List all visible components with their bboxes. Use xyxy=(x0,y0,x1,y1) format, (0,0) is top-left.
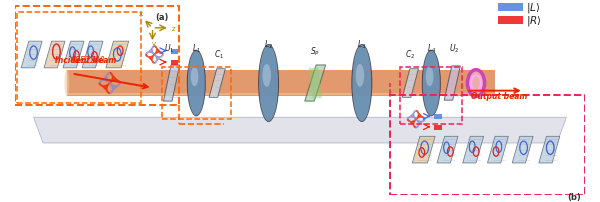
Polygon shape xyxy=(110,73,120,84)
Polygon shape xyxy=(209,69,226,98)
Ellipse shape xyxy=(258,45,279,122)
Text: $|L\rangle$: $|L\rangle$ xyxy=(526,1,541,15)
Polygon shape xyxy=(407,120,416,128)
Polygon shape xyxy=(106,42,129,68)
Text: $L_3$: $L_3$ xyxy=(357,38,367,51)
Polygon shape xyxy=(163,66,179,102)
Text: $L_1$: $L_1$ xyxy=(192,42,201,54)
Polygon shape xyxy=(437,137,458,163)
Bar xyxy=(391,96,586,195)
Ellipse shape xyxy=(187,50,206,117)
Polygon shape xyxy=(539,137,560,163)
Text: $U_1$: $U_1$ xyxy=(164,42,175,54)
Ellipse shape xyxy=(426,67,433,87)
Polygon shape xyxy=(412,137,435,163)
Text: Output beam: Output beam xyxy=(471,92,527,101)
Text: $U_2$: $U_2$ xyxy=(449,42,460,54)
Polygon shape xyxy=(99,73,110,84)
Polygon shape xyxy=(146,55,154,64)
Text: #EE2200: #EE2200 xyxy=(70,56,106,65)
Ellipse shape xyxy=(422,50,441,117)
Polygon shape xyxy=(21,42,42,68)
Bar xyxy=(162,67,230,120)
Text: (a): (a) xyxy=(155,13,169,22)
Bar xyxy=(498,4,523,12)
Polygon shape xyxy=(463,137,484,163)
Polygon shape xyxy=(512,137,533,163)
Ellipse shape xyxy=(262,65,271,87)
Ellipse shape xyxy=(352,46,371,121)
Bar xyxy=(498,17,523,25)
Text: (b): (b) xyxy=(567,193,581,201)
Polygon shape xyxy=(146,47,154,55)
Polygon shape xyxy=(487,137,508,163)
Ellipse shape xyxy=(191,67,199,87)
Ellipse shape xyxy=(259,46,278,121)
Bar xyxy=(170,49,178,54)
Text: $L_4$: $L_4$ xyxy=(427,42,436,54)
Ellipse shape xyxy=(188,52,205,116)
Polygon shape xyxy=(402,69,418,98)
Text: $C_1$: $C_1$ xyxy=(214,49,224,61)
Text: x: x xyxy=(139,12,143,17)
Polygon shape xyxy=(416,120,425,128)
Text: $|R\rangle$: $|R\rangle$ xyxy=(526,14,542,28)
Text: $C_2$: $C_2$ xyxy=(405,49,415,61)
Polygon shape xyxy=(67,93,495,96)
Bar xyxy=(434,125,442,130)
Polygon shape xyxy=(154,47,163,55)
Bar xyxy=(170,61,178,66)
Polygon shape xyxy=(110,84,120,94)
Polygon shape xyxy=(44,42,65,68)
Polygon shape xyxy=(154,55,163,64)
Ellipse shape xyxy=(467,70,485,97)
Ellipse shape xyxy=(64,70,69,97)
Bar xyxy=(400,67,462,124)
Polygon shape xyxy=(416,111,425,120)
Polygon shape xyxy=(305,66,326,102)
Text: z: z xyxy=(172,26,175,32)
Ellipse shape xyxy=(423,52,440,116)
Polygon shape xyxy=(99,84,110,94)
Polygon shape xyxy=(67,70,495,97)
Text: $L_2$: $L_2$ xyxy=(264,38,273,51)
Text: Incident beam: Incident beam xyxy=(55,56,116,65)
Bar xyxy=(16,7,179,105)
Bar xyxy=(434,115,442,120)
Polygon shape xyxy=(308,68,322,99)
Text: $S_P$: $S_P$ xyxy=(310,46,320,58)
Text: y: y xyxy=(151,41,155,47)
Polygon shape xyxy=(34,118,566,143)
Bar xyxy=(17,13,141,103)
Polygon shape xyxy=(444,67,460,101)
Ellipse shape xyxy=(352,45,373,122)
Polygon shape xyxy=(67,70,495,97)
Polygon shape xyxy=(82,42,103,68)
Ellipse shape xyxy=(356,65,364,87)
Polygon shape xyxy=(407,111,416,120)
Polygon shape xyxy=(63,42,84,68)
